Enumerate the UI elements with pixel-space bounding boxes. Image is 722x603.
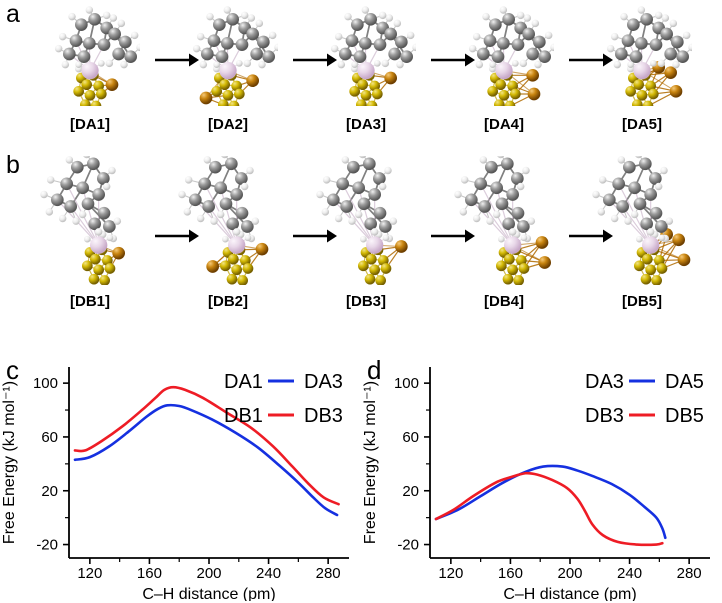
svg-text:DA1: DA1 — [224, 371, 263, 393]
svg-text:DB5: DB5 — [665, 405, 704, 427]
svg-text:C–H distance (pm): C–H distance (pm) — [503, 586, 636, 601]
svg-text:c: c — [6, 355, 19, 385]
svg-text:160: 160 — [498, 565, 523, 582]
svg-text:DA5: DA5 — [665, 371, 704, 393]
svg-text:60: 60 — [402, 429, 419, 446]
svg-text:240: 240 — [256, 565, 281, 582]
svg-text:120: 120 — [438, 565, 463, 582]
svg-text:20: 20 — [402, 483, 419, 500]
svg-text:200: 200 — [196, 565, 221, 582]
svg-text:DA3: DA3 — [304, 371, 343, 393]
svg-text:d: d — [367, 355, 381, 385]
svg-text:-20: -20 — [397, 537, 419, 554]
svg-text:DB3: DB3 — [304, 405, 343, 427]
svg-text:200: 200 — [557, 565, 582, 582]
svg-text:DB1: DB1 — [224, 405, 263, 427]
svg-text:280: 280 — [677, 565, 702, 582]
svg-text:DA3: DA3 — [585, 371, 624, 393]
svg-text:Free Energy (kJ mol⁻¹): Free Energy (kJ mol⁻¹) — [1, 381, 18, 544]
svg-text:240: 240 — [617, 565, 642, 582]
svg-text:DB3: DB3 — [585, 405, 624, 427]
svg-text:160: 160 — [137, 565, 162, 582]
svg-text:100: 100 — [394, 375, 419, 392]
svg-text:-20: -20 — [36, 537, 58, 554]
svg-text:280: 280 — [316, 565, 341, 582]
svg-text:Free Energy (kJ mol⁻¹): Free Energy (kJ mol⁻¹) — [362, 381, 379, 544]
svg-text:100: 100 — [33, 375, 58, 392]
svg-text:60: 60 — [41, 429, 58, 446]
svg-text:20: 20 — [41, 483, 58, 500]
svg-text:120: 120 — [77, 565, 102, 582]
svg-text:C–H distance (pm): C–H distance (pm) — [142, 586, 275, 601]
